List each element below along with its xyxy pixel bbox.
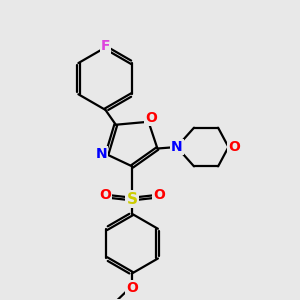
Text: O: O xyxy=(228,140,240,154)
Text: O: O xyxy=(146,111,158,125)
Text: O: O xyxy=(100,188,111,202)
Text: N: N xyxy=(171,140,183,154)
Text: O: O xyxy=(153,188,165,202)
Text: S: S xyxy=(127,191,138,206)
Text: O: O xyxy=(126,281,138,295)
Text: F: F xyxy=(101,39,110,53)
Text: N: N xyxy=(96,148,107,161)
